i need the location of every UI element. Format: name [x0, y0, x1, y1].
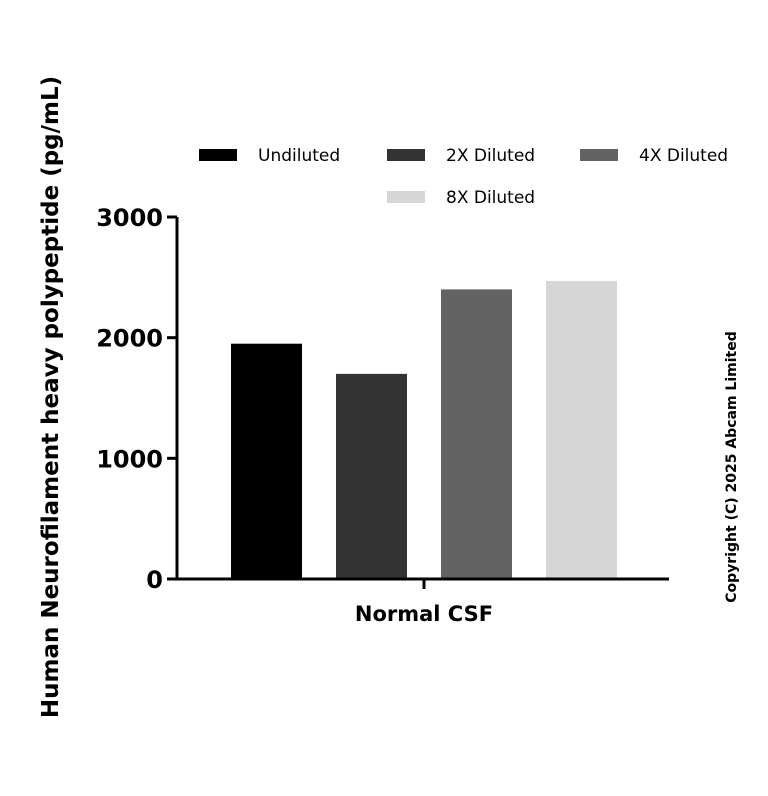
legend-label: Undiluted	[258, 146, 340, 166]
legend-swatch	[199, 149, 237, 161]
legend-swatch	[580, 149, 618, 161]
legend-label: 4X Diluted	[639, 146, 728, 166]
legend: Undiluted 2X Diluted 4X Diluted 8X Diluted	[199, 146, 728, 208]
y-axis: 0 1000 2000 3000	[96, 204, 179, 594]
y-tick-label: 3000	[96, 204, 163, 232]
copyright-text: Copyright (C) 2025 Abcam Limited	[724, 331, 740, 602]
legend-swatch	[387, 149, 425, 161]
y-tick-label: 2000	[96, 325, 163, 353]
legend-label: 2X Diluted	[446, 146, 535, 166]
bar-2	[336, 373, 407, 579]
y-tick-label: 1000	[96, 445, 163, 473]
legend-label: 8X Diluted	[446, 188, 535, 208]
bar-4	[546, 280, 617, 579]
bar-1	[231, 343, 302, 579]
y-tick-label: 0	[146, 566, 163, 594]
bar-3	[441, 289, 512, 579]
bars	[231, 280, 617, 579]
x-axis: Normal CSF	[175, 577, 669, 626]
y-axis-label: Human Neurofilament heavy polypeptide (p…	[38, 76, 64, 718]
legend-swatch	[387, 191, 425, 203]
x-tick-label: Normal CSF	[355, 602, 493, 626]
